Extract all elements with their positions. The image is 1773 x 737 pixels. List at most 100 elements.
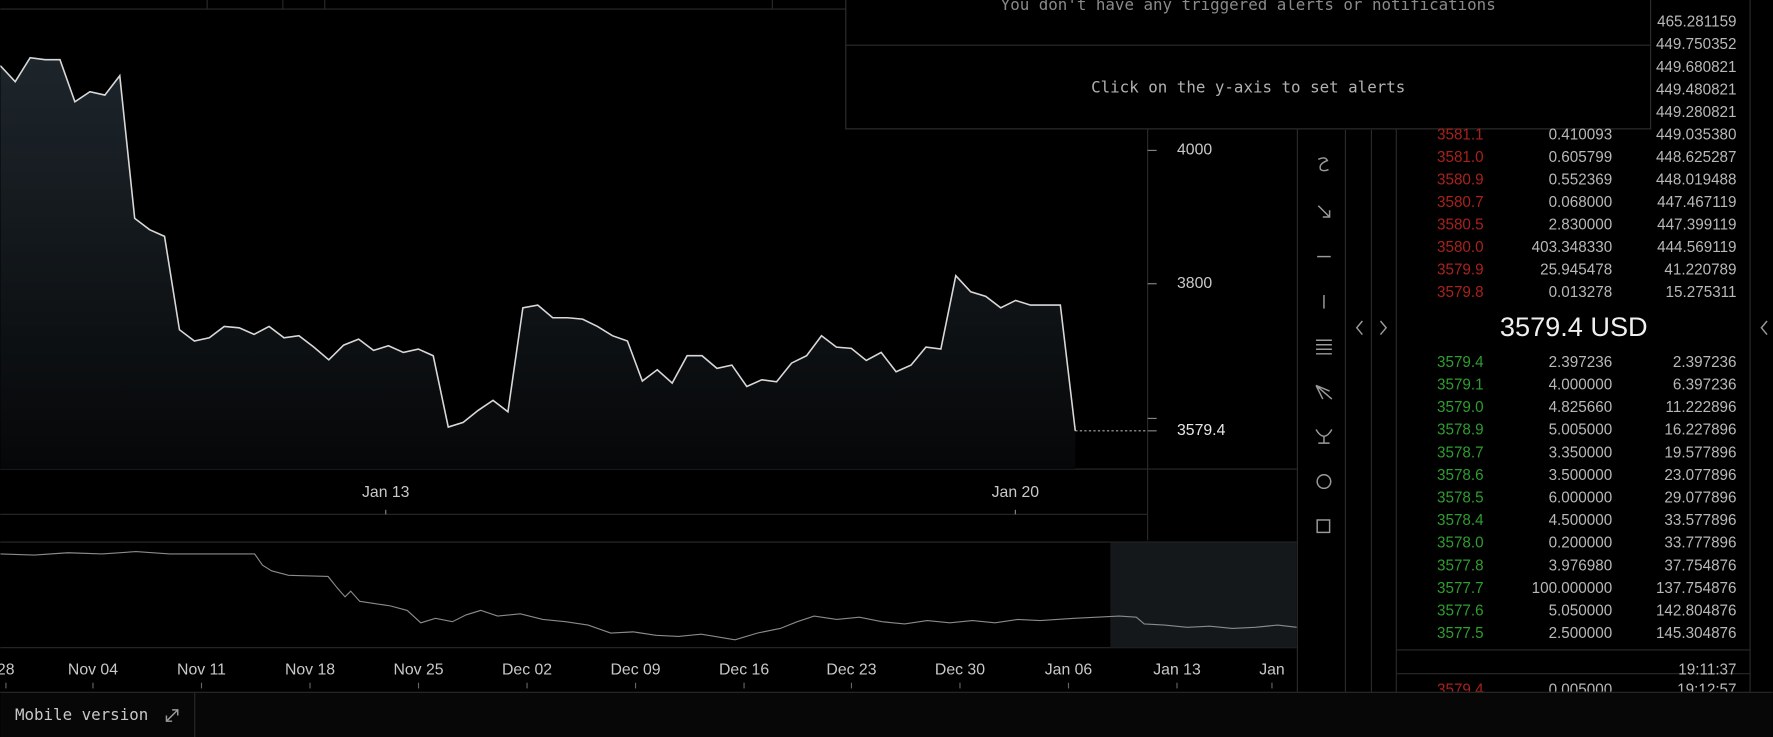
order-total: 145.304876 xyxy=(1656,625,1737,642)
bid-price[interactable]: 3579.0 xyxy=(1437,399,1484,416)
price-line xyxy=(0,56,1077,431)
footer: Mobile version xyxy=(0,691,1773,737)
navigator-label: 28 xyxy=(0,661,15,678)
tool-freehand[interactable] xyxy=(1317,157,1329,172)
order-amount: 0.552369 xyxy=(1549,172,1613,189)
y-tick-label: 4000 xyxy=(1177,142,1212,159)
navigator-line xyxy=(0,551,1297,641)
alerts-empty-message: You don't have any triggered alerts or n… xyxy=(1001,0,1496,14)
x-axis-label: Jan 20 xyxy=(992,484,1040,501)
order-book: 465.281159 449.750352 449.680821 449.480821… xyxy=(1437,14,1737,692)
ask-price[interactable]: 3581.0 xyxy=(1437,149,1484,166)
navigator-label: Jan xyxy=(1259,661,1285,678)
order-amount: 2.397236 xyxy=(1549,354,1613,371)
order-amount: 5.005000 xyxy=(1549,422,1613,439)
bid-price[interactable]: 3577.6 xyxy=(1437,603,1484,620)
ask-price[interactable]: 3580.5 xyxy=(1437,217,1484,234)
collapse-left[interactable] xyxy=(1355,320,1363,336)
order-total: 142.804876 xyxy=(1656,603,1737,620)
ask-price[interactable]: 3580.0 xyxy=(1437,239,1484,256)
order-total: 449.750352 xyxy=(1656,36,1737,53)
order-total: 11.222896 xyxy=(1666,399,1737,416)
expand-right[interactable] xyxy=(1379,320,1388,336)
bid-price[interactable]: 3578.4 xyxy=(1437,512,1484,529)
navigator-window[interactable] xyxy=(1110,542,1297,648)
mobile-version-link[interactable]: Mobile version xyxy=(15,705,148,724)
bid-price[interactable]: 3578.9 xyxy=(1437,422,1484,439)
y-tick-label: 3800 xyxy=(1177,275,1212,292)
order-amount: 0.200000 xyxy=(1549,535,1613,552)
order-total: 449.035380 xyxy=(1656,127,1737,144)
ask-price[interactable]: 3580.7 xyxy=(1437,194,1484,211)
order-amount: 4.500000 xyxy=(1549,512,1613,529)
order-total: 448.019488 xyxy=(1656,172,1737,189)
last-price-label: 3579.4 xyxy=(1177,422,1226,439)
tool-rectangle[interactable] xyxy=(1316,519,1331,534)
tool-parallel-lines[interactable] xyxy=(1316,339,1332,355)
order-amount: 2.500000 xyxy=(1549,625,1613,642)
navigator-label: Dec 30 xyxy=(935,661,985,678)
navigator-label: Nov 04 xyxy=(68,661,118,678)
order-amount: 3.500000 xyxy=(1549,467,1613,484)
bid-price[interactable]: 3577.8 xyxy=(1437,557,1484,574)
ask-price[interactable]: 3579.9 xyxy=(1437,262,1484,279)
ask-price[interactable]: 3579.8 xyxy=(1437,284,1484,301)
order-total: 37.754876 xyxy=(1664,557,1736,574)
bid-price[interactable]: 3578.7 xyxy=(1437,444,1484,461)
bid-price[interactable]: 3578.5 xyxy=(1437,490,1484,507)
order-total: 19.577896 xyxy=(1664,444,1736,461)
order-total: 23.077896 xyxy=(1664,467,1736,484)
bid-price[interactable]: 3579.4 xyxy=(1437,354,1484,371)
order-amount: 0.410093 xyxy=(1549,127,1613,144)
bid-price[interactable]: 3578.0 xyxy=(1437,535,1484,552)
order-amount: 4.825660 xyxy=(1549,399,1613,416)
bid-price[interactable]: 3578.6 xyxy=(1437,467,1484,484)
order-total: 444.569119 xyxy=(1657,239,1736,256)
order-amount: 100.000000 xyxy=(1532,580,1613,597)
tool-pitchfork[interactable] xyxy=(1315,429,1333,444)
panel-toggle[interactable] xyxy=(1760,320,1768,336)
bid-price[interactable]: 3579.1 xyxy=(1437,376,1484,393)
order-amount: 5.050000 xyxy=(1549,603,1613,620)
order-total: 447.399119 xyxy=(1657,217,1736,234)
mid-price: 3579.4 USD xyxy=(1500,311,1648,342)
ask-price[interactable]: 3581.1 xyxy=(1437,127,1484,144)
order-amount: 4.000000 xyxy=(1549,376,1613,393)
price-chart xyxy=(0,56,1077,470)
navigator-label: Jan 13 xyxy=(1153,661,1201,678)
order-total: 449.680821 xyxy=(1656,59,1737,76)
alerts-panel xyxy=(845,0,1652,130)
order-amount: 3.350000 xyxy=(1549,444,1613,461)
order-amount: 3.976980 xyxy=(1549,557,1613,574)
drawing-toolbar xyxy=(1315,157,1768,534)
navigator-label: Dec 09 xyxy=(611,661,661,678)
order-total: 33.577896 xyxy=(1664,512,1736,529)
order-total: 449.280821 xyxy=(1656,104,1737,121)
tool-circle[interactable] xyxy=(1316,474,1332,490)
order-total: 33.777896 xyxy=(1664,535,1736,552)
tool-fan[interactable] xyxy=(1315,384,1333,400)
order-amount: 403.348330 xyxy=(1532,239,1613,256)
order-amount: 25.945478 xyxy=(1540,262,1612,279)
navigator-label: Dec 23 xyxy=(826,661,876,678)
mobile-version-icon[interactable] xyxy=(165,709,179,722)
bid-price[interactable]: 3577.7 xyxy=(1437,580,1484,597)
bid-price[interactable]: 3577.5 xyxy=(1437,625,1484,642)
trade-time: 19:11:37 xyxy=(1678,661,1736,678)
navigator-label: Nov 18 xyxy=(285,661,335,678)
order-total: 41.220789 xyxy=(1664,262,1736,279)
order-amount: 0.605799 xyxy=(1549,149,1613,166)
order-total: 2.397236 xyxy=(1673,354,1737,371)
order-amount: 6.000000 xyxy=(1549,490,1613,507)
ask-price[interactable]: 3580.9 xyxy=(1437,172,1484,189)
order-total: 6.397236 xyxy=(1673,376,1737,393)
navigator-label: Dec 16 xyxy=(719,661,769,678)
navigator-label: Jan 06 xyxy=(1045,661,1093,678)
navigator xyxy=(0,542,1297,648)
order-total: 137.754876 xyxy=(1656,580,1737,597)
alerts-hint: Click on the y-axis to set alerts xyxy=(1091,78,1405,97)
order-total: 448.625287 xyxy=(1656,149,1737,166)
tool-arrow[interactable] xyxy=(1317,205,1331,218)
